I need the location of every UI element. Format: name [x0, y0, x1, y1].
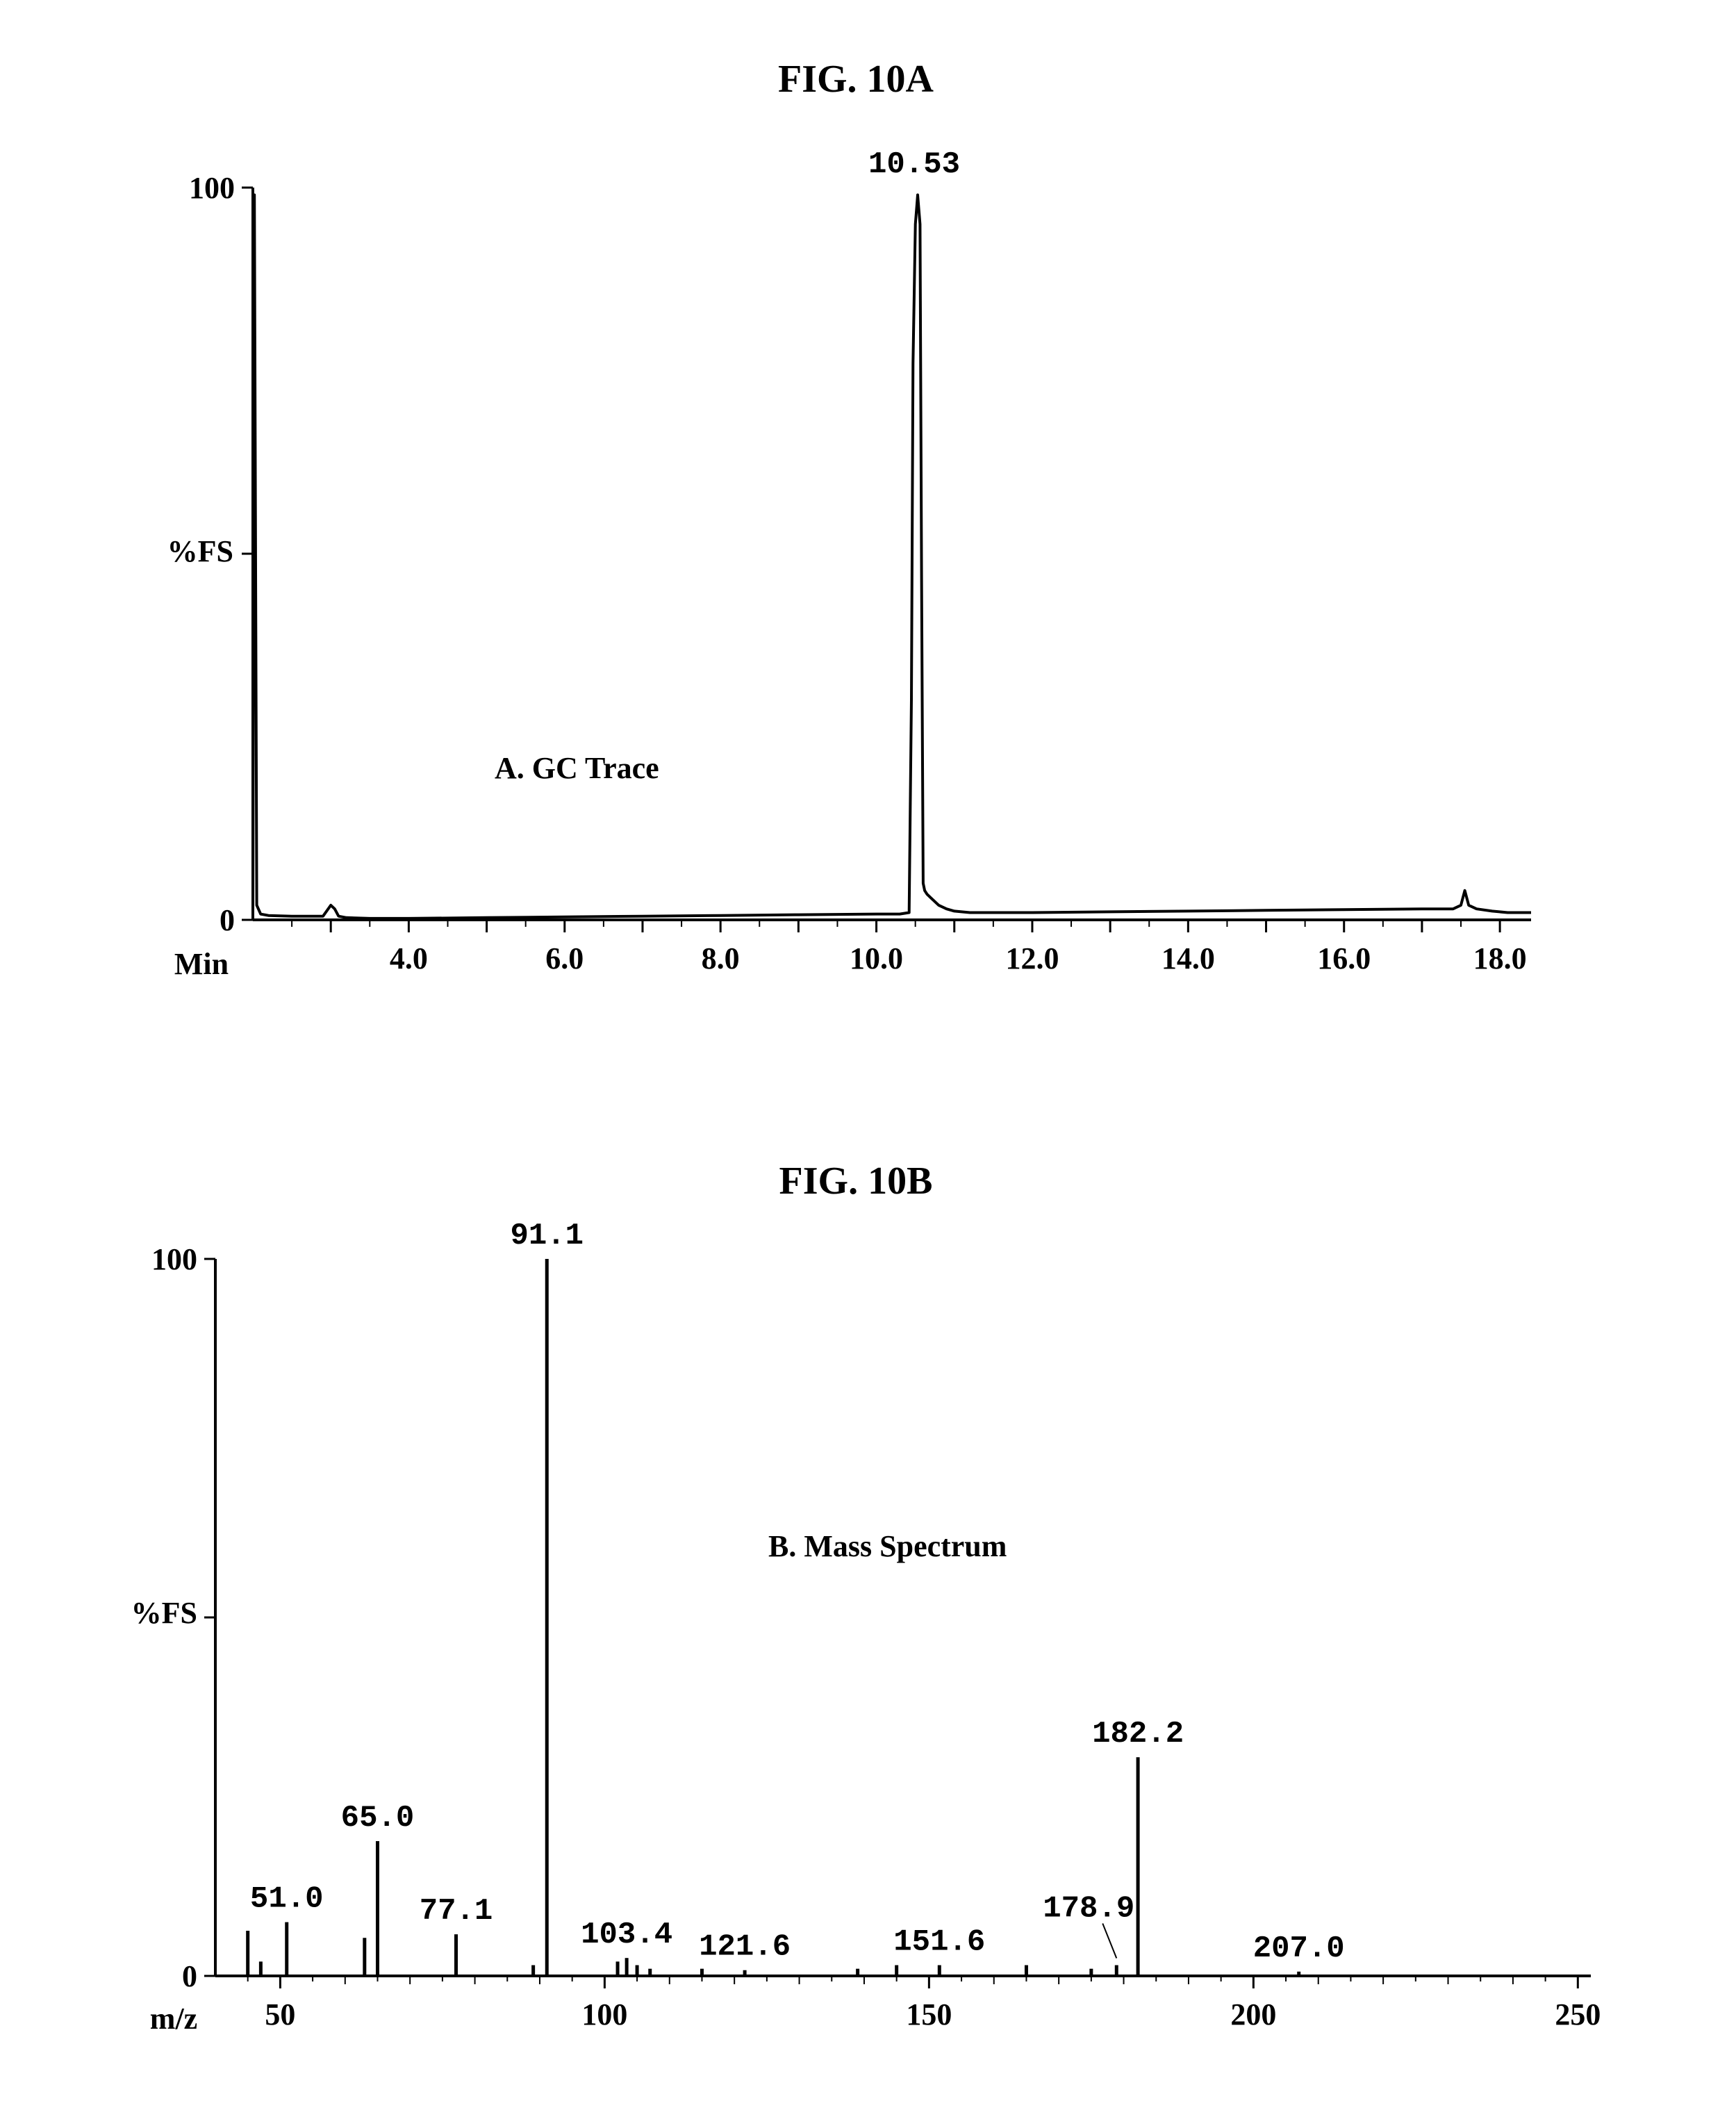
peak-label: 178.9 [1043, 1892, 1134, 1927]
peak-label: 151.6 [893, 1925, 985, 1960]
y-tick-label: 0 [220, 903, 235, 937]
figure-label-10b: FIG. 10B [779, 1160, 933, 1203]
x-tick-label: 16.0 [1317, 941, 1371, 975]
y-tick-label: 0 [182, 1959, 197, 1993]
x-tick-label: 50 [265, 1997, 295, 2031]
mass-spectrum-annotation: B. Mass Spectrum [768, 1529, 1007, 1563]
peak-labels: 10.53 [868, 147, 960, 182]
mass-spectrum-chart: FIG. 10B B. Mass Spectrum %FS m/z 100 0 5… [131, 1160, 1601, 2036]
x-tick-label: 12.0 [1005, 941, 1059, 975]
peak-leader-line [1102, 1924, 1116, 1959]
x-tick-label: 8.0 [702, 941, 740, 975]
x-tick-label: 150 [906, 1997, 952, 2031]
y-axis-label: %FS [131, 1596, 197, 1630]
gc-trace-series [253, 195, 1531, 918]
x-tick-label: 14.0 [1162, 941, 1215, 975]
peak-label: 10.53 [868, 147, 960, 182]
x-ticks: 50 100 150 200 250 [248, 1976, 1601, 2031]
peak-label: 51.0 [250, 1882, 324, 1917]
peak-label: 65.0 [341, 1801, 415, 1836]
peak-label: 121.6 [699, 1930, 791, 1965]
x-tick-label: 250 [1555, 1997, 1601, 2031]
peak-labels: 51.0 65.0 77.1 91.1 103.4 121.6 151.6 178.9 182.… [250, 1219, 1345, 1966]
y-tick-label: 100 [151, 1242, 197, 1276]
x-tick-label: 200 [1230, 1997, 1276, 2031]
x-tick-label: 10.0 [850, 941, 903, 975]
gc-trace-annotation: A. GC Trace [495, 751, 659, 785]
peak-label: 207.0 [1253, 1931, 1345, 1966]
gc-trace-line [253, 195, 1531, 918]
peak-label: 91.1 [510, 1219, 584, 1253]
x-axis-label: m/z [150, 2002, 197, 2036]
gc-trace-chart: FIG. 10A A. GC Trace %FS Min 100 0 4.0 6.0… [167, 58, 1531, 981]
y-tick-label: 100 [189, 171, 235, 205]
peak-label: 103.4 [581, 1918, 672, 1952]
peak-label: 182.2 [1092, 1717, 1184, 1752]
x-axis-label: Min [174, 947, 229, 981]
x-ticks: 4.0 6.0 8.0 10.0 12.0 14.0 16.0 18.0 [292, 920, 1527, 975]
figure-label-10a: FIG. 10A [778, 58, 934, 101]
peak-label: 77.1 [420, 1894, 493, 1929]
x-tick-label: 6.0 [545, 941, 584, 975]
x-tick-label: 4.0 [390, 941, 428, 975]
y-axis-label: %FS [167, 534, 233, 568]
x-tick-label: 18.0 [1473, 941, 1527, 975]
x-tick-label: 100 [581, 1997, 627, 2031]
spectrum-peaks [248, 1259, 1299, 1976]
